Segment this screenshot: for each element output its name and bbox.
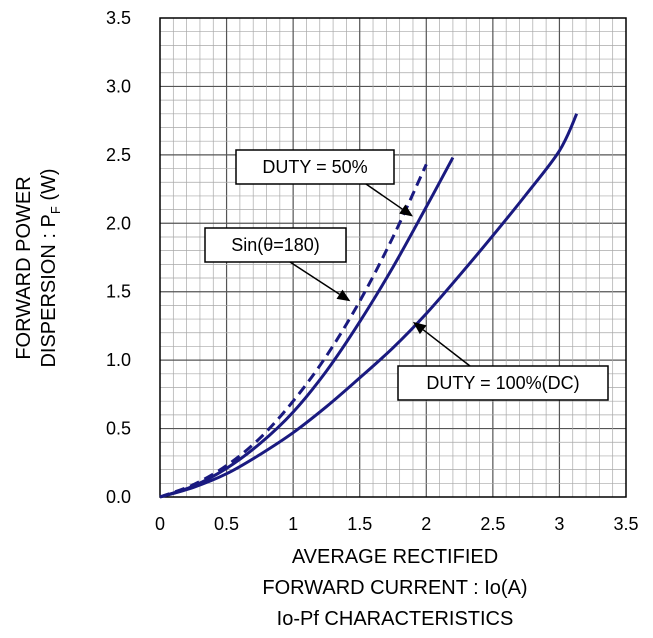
- y-tick-label: 2.0: [106, 213, 131, 233]
- x-tick-label: 2: [421, 514, 431, 534]
- y-tick-label: 3.5: [106, 8, 131, 28]
- series-layer: [159, 113, 579, 499]
- plot-frame: [159, 17, 627, 498]
- grid: [160, 18, 626, 497]
- series-duty-50-line: [159, 156, 455, 499]
- y-axis-title-line-2: DISPERSION : PF (W): [38, 168, 63, 367]
- callout-box: [397, 365, 609, 401]
- x-axis-title-line-2: FORWARD CURRENT : Io(A): [262, 577, 527, 599]
- callout-arrow-line: [365, 183, 403, 210]
- y-axis-title-unit: (W): [38, 168, 60, 206]
- callout-box: [204, 227, 347, 263]
- x-axis-title-line-1: AVERAGE RECTIFIED: [292, 546, 498, 568]
- x-tick-label: 3: [554, 514, 564, 534]
- y-tick-label: 1.0: [106, 350, 131, 370]
- callout-duty-100-dc: DUTY = 100%(DC): [397, 321, 609, 401]
- series-sin-180-line: [159, 163, 428, 499]
- y-axis-title-line-1: FORWARD POWER: [13, 176, 35, 359]
- callout-arrowhead: [412, 321, 427, 335]
- y-axis-title-subscript: F: [48, 206, 63, 214]
- callout-duty-50: DUTY = 50%: [235, 149, 413, 217]
- callout-label: DUTY = 100%(DC): [426, 373, 579, 393]
- callout-arrowhead: [399, 204, 413, 217]
- callout-sin-180: Sin(θ=180): [204, 227, 351, 302]
- callouts: DUTY = 50% Sin(θ=180) DUTY = 100%(DC): [204, 149, 609, 401]
- x-tick-label: 1: [288, 514, 298, 534]
- callout-arrowhead: [336, 289, 351, 302]
- y-tick-label: 0.5: [106, 419, 131, 439]
- y-axis-title: FORWARD POWER DISPERSION : PF (W): [13, 168, 63, 367]
- y-tick-label: 2.5: [106, 145, 131, 165]
- y-axis-title-main: DISPERSION : P: [38, 214, 60, 367]
- y-tick-label: 0.0: [106, 487, 131, 507]
- chart-title: Io-Pf CHARACTERISTICS: [277, 608, 514, 630]
- x-tick-label: 2.5: [480, 514, 505, 534]
- y-tick-label: 1.5: [106, 282, 131, 302]
- callout-box: [235, 149, 395, 185]
- x-tick-label: 3.5: [613, 514, 638, 534]
- callout-label: DUTY = 50%: [262, 157, 367, 177]
- x-tick-label: 0.5: [214, 514, 239, 534]
- series-duty-100-dc-line: [159, 113, 579, 499]
- x-tick-label: 0: [155, 514, 165, 534]
- x-tick-label: 1.5: [347, 514, 372, 534]
- callout-arrow-line: [422, 329, 471, 367]
- callout-label: Sin(θ=180): [231, 235, 320, 255]
- y-tick-label: 3.0: [106, 76, 131, 96]
- tick-labels: 0 0.5 1 1.5 2 2.5 3 3.5 0.0 0.5 1.0 1.5 2.0 2.5 3.0 3.5: [106, 8, 639, 534]
- callout-arrow-line: [289, 261, 340, 295]
